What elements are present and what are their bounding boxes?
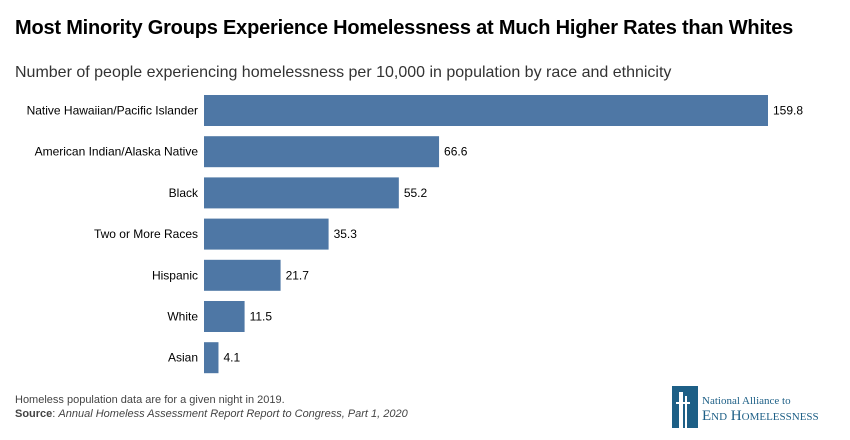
category-label: Black <box>169 186 199 200</box>
logo-building-icon <box>672 386 698 428</box>
category-label: Native Hawaiian/Pacific Islander <box>27 104 198 118</box>
data-label: 55.2 <box>404 186 428 200</box>
nae-logo: National Alliance to End Homelessness <box>672 386 842 430</box>
footnote-source: Source: Annual Homeless Assessment Repor… <box>15 408 408 420</box>
chart-subtitle: Number of people experiencing homelessne… <box>15 64 672 81</box>
data-label: 66.6 <box>444 145 468 159</box>
footnote: Homeless population data are for a given… <box>15 393 408 421</box>
category-label: White <box>167 310 198 324</box>
bar <box>204 177 399 209</box>
data-label: 11.5 <box>250 310 273 324</box>
bar <box>204 259 281 291</box>
logo-line2: End Homelessness <box>702 408 819 424</box>
data-label: 35.3 <box>334 227 358 241</box>
bar <box>204 301 245 332</box>
data-label: 4.1 <box>223 351 240 365</box>
data-label: 21.7 <box>286 268 310 282</box>
data-label: 159.8 <box>773 104 803 118</box>
category-label: Two or More Races <box>94 227 198 241</box>
source-text: Annual Homeless Assessment Report Report… <box>58 408 408 420</box>
category-label: Hispanic <box>152 268 198 282</box>
bar <box>204 136 440 168</box>
logo-line1: National Alliance to <box>702 395 791 407</box>
category-label: American Indian/Alaska Native <box>35 145 199 159</box>
bar <box>204 95 768 126</box>
footnote-note: Homeless population data are for a given… <box>15 394 285 406</box>
category-label: Asian <box>168 351 198 365</box>
bar-chart: Native Hawaiian/Pacific Islander 159.8 Ame… <box>27 95 803 374</box>
source-label: Source <box>15 408 53 420</box>
bar <box>204 342 219 374</box>
chart-title: Most Minority Groups Experience Homeless… <box>15 17 794 39</box>
bar <box>204 218 329 250</box>
